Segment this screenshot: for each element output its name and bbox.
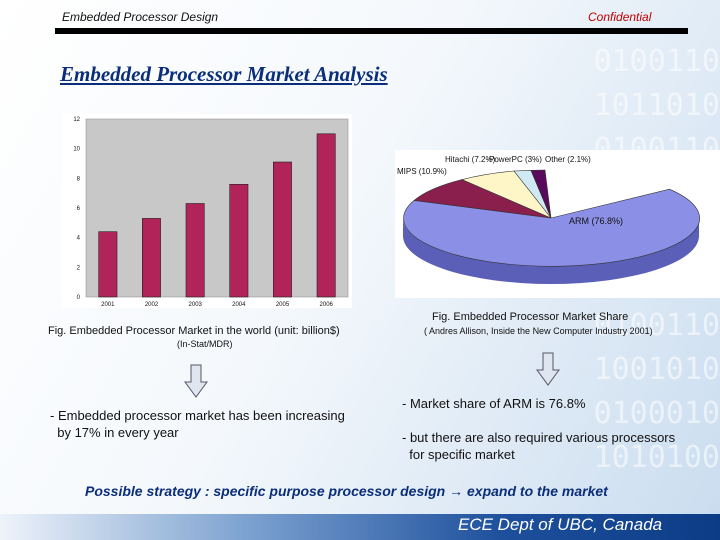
slide-title: Embedded Processor Market Analysis xyxy=(60,62,388,86)
y-tick-label: 12 xyxy=(73,117,80,123)
down-arrow-icon xyxy=(536,352,560,386)
pie-chart-frame: ARM (76.8%) MIPS (10.9%) Hitachi (7.2%) … xyxy=(395,150,720,298)
footer-affiliation: ECE Dept of UBC, Canada xyxy=(458,515,663,534)
plot-area xyxy=(85,118,349,298)
right-point-arm-share: - Market share of ARM is 76.8% xyxy=(402,396,586,411)
header-confidential: Confidential xyxy=(588,10,652,24)
x-tick-label: 2003 xyxy=(189,302,203,308)
pie-slice-mips xyxy=(413,179,552,219)
footer-bar xyxy=(0,514,720,540)
x-tick-label: 2002 xyxy=(145,302,159,308)
pie-chart-caption: Fig. Embedded Processor Market Share xyxy=(432,311,629,323)
bar-2005 xyxy=(273,161,292,298)
pie-slice-other xyxy=(530,169,552,219)
pie-label-hitachi: Hitachi (7.2%) xyxy=(445,155,496,164)
down-arrow-icon xyxy=(184,364,208,398)
y-tick-label: 0 xyxy=(77,295,81,301)
pie-label-other: Other (2.1%) xyxy=(545,155,591,164)
x-tick-label: 2005 xyxy=(276,302,290,308)
bar-chart: 0 2 4 6 8 10 12 2001 2002 2003 2004 2005 2006 xyxy=(73,117,349,308)
pie-slice-arm xyxy=(403,188,700,267)
y-tick-label: 4 xyxy=(77,236,81,242)
pie-chart: ARM (76.8%) MIPS (10.9%) Hitachi (7.2%) … xyxy=(397,155,700,284)
bar-2004 xyxy=(229,184,249,298)
x-tick-label: 2001 xyxy=(101,302,115,308)
x-tick-label: 2006 xyxy=(320,302,334,308)
left-point-line-1: - Embedded processor market has been inc… xyxy=(50,408,345,423)
x-tick-label: 2004 xyxy=(232,302,246,308)
strategy-statement: Possible strategy : specific purpose pro… xyxy=(85,483,608,499)
header-course-title: Embedded Processor Design xyxy=(62,10,219,24)
bar-chart-source: (In-Stat/MDR) xyxy=(177,339,233,349)
y-tick-label: 2 xyxy=(77,265,81,271)
bar-chart-caption: Fig. Embedded Processor Market in the wo… xyxy=(48,325,340,337)
y-tick-label: 6 xyxy=(77,206,81,212)
header-divider xyxy=(55,28,688,34)
pie-chart-source: ( Andres Allison, Inside the New Compute… xyxy=(424,326,653,336)
y-tick-label: 8 xyxy=(77,176,81,182)
left-point-line-2: by 17% in every year xyxy=(50,425,179,440)
y-tick-label: 10 xyxy=(73,147,80,153)
bar-chart-frame: 0 2 4 6 8 10 12 2001 2002 2003 2004 2005 2006 xyxy=(62,114,352,308)
bar-2006 xyxy=(316,133,336,298)
right-point-line-1: - but there are also required various pr… xyxy=(402,430,676,445)
bar-2003 xyxy=(185,203,205,298)
pie-label-arm: ARM (76.8%) xyxy=(569,216,623,226)
pie-label-powerpc: PowerPC (3%) xyxy=(489,155,542,164)
bar-2002 xyxy=(142,218,161,298)
pie-3d-wall xyxy=(403,218,699,284)
pie-label-mips: MIPS (10.9%) xyxy=(397,167,447,176)
bar-2001 xyxy=(98,231,118,298)
right-point-line-2: for specific market xyxy=(402,447,515,462)
